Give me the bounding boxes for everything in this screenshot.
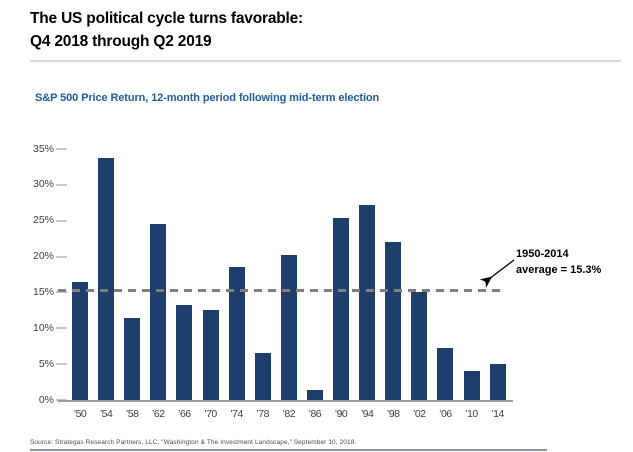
y-axis-label: 20%	[32, 250, 54, 263]
page-title-line1: The US political cycle turns favorable:	[30, 10, 304, 27]
x-axis-label: ’86	[308, 408, 322, 420]
average-annotation-line1: 1950-2014	[516, 248, 569, 260]
y-axis-tick	[56, 183, 67, 186]
bar	[228, 267, 245, 400]
bar	[306, 389, 323, 400]
y-axis-label: 0%	[38, 393, 54, 406]
x-axis-label: ’58	[125, 408, 139, 420]
x-axis-label: ’14	[491, 408, 504, 420]
y-axis-label: 25%	[32, 214, 54, 227]
bar	[254, 353, 271, 400]
y-axis-label: 30%	[32, 178, 54, 191]
average-annotation: 1950-2014 average = 15.3%	[516, 246, 601, 278]
average-annotation-line2: average = 15.3%	[516, 264, 602, 276]
y-axis-tick	[56, 219, 67, 222]
bar	[176, 305, 193, 400]
x-axis-label: ’06	[439, 408, 452, 420]
y-axis-tick	[56, 291, 67, 294]
y-axis-tick	[56, 148, 67, 151]
x-axis-label: ’82	[282, 408, 296, 420]
x-axis-label: ’66	[178, 408, 191, 420]
bar	[72, 282, 88, 400]
bar	[124, 318, 141, 400]
y-axis-label: 15%	[32, 285, 54, 298]
x-axis-label: ’70	[204, 408, 217, 420]
x-axis-label: ’62	[152, 408, 165, 420]
average-dashed-line	[58, 288, 500, 292]
x-axis-label: ’78	[256, 408, 269, 420]
x-axis-label: ’50	[73, 408, 87, 420]
bottom-divider	[30, 449, 547, 451]
y-axis-tick	[56, 255, 67, 258]
page-title: The US political cycle turns favorable: …	[30, 7, 303, 53]
bar	[411, 292, 428, 400]
bar	[489, 364, 506, 400]
x-axis-label: ’90	[334, 408, 348, 420]
x-axis-label: ’02	[413, 408, 426, 420]
y-axis-tick	[56, 363, 67, 366]
bar	[202, 310, 219, 400]
chart-title: S&P 500 Price Return, 12-month period fo…	[35, 92, 380, 104]
y-axis-tick	[56, 327, 67, 330]
y-axis-label: 5%	[38, 357, 54, 370]
x-axis-label: ’74	[230, 408, 243, 420]
x-axis-label: ’94	[360, 408, 374, 420]
x-axis-line	[58, 400, 513, 402]
page-title-line2: Q4 2018 through Q2 2019	[30, 33, 212, 50]
x-axis-label: ’98	[386, 408, 400, 420]
y-axis-label: 10%	[32, 321, 54, 334]
source-citation: Source: Strategas Research Partners, LLC…	[30, 439, 357, 446]
y-axis-label: 35%	[32, 142, 54, 155]
header-divider	[30, 60, 621, 62]
bar	[333, 217, 349, 400]
x-axis-label: ’10	[465, 408, 478, 420]
bar	[98, 158, 115, 400]
bar	[359, 204, 376, 400]
bar	[463, 371, 480, 400]
bar	[150, 224, 167, 400]
bar	[280, 255, 297, 400]
x-axis-label: ’54	[99, 408, 113, 420]
bar	[437, 348, 454, 400]
bar	[385, 242, 402, 400]
